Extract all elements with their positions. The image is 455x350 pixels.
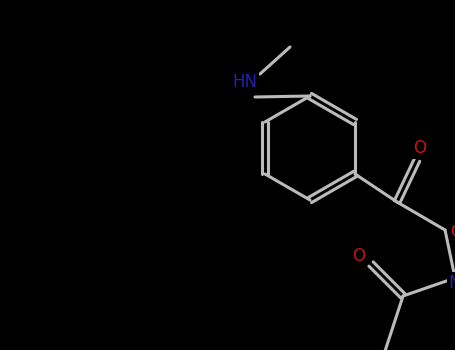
Text: O: O [353, 247, 365, 265]
Text: N: N [449, 274, 455, 292]
Text: O: O [414, 139, 426, 157]
Text: O: O [450, 223, 455, 241]
Text: HN: HN [233, 73, 258, 91]
